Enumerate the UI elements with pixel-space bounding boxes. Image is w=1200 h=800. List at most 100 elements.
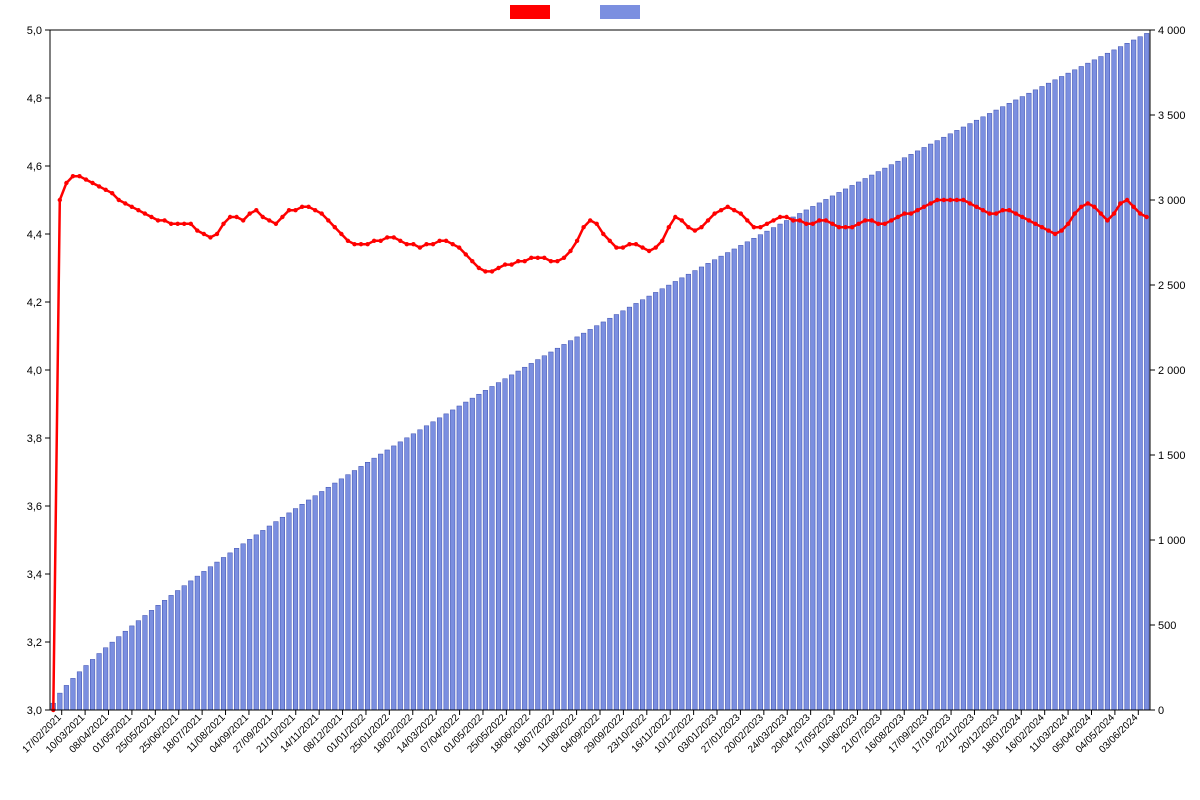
bar <box>339 479 344 710</box>
line-marker <box>208 235 212 239</box>
line-marker <box>536 256 540 260</box>
bar <box>188 581 193 710</box>
bar <box>1013 100 1018 710</box>
line-marker <box>267 218 271 222</box>
line-marker <box>280 215 284 219</box>
line-marker <box>287 208 291 212</box>
bar <box>424 426 429 710</box>
bar <box>922 147 927 710</box>
line-marker <box>889 218 893 222</box>
line-marker <box>1131 205 1135 209</box>
bar <box>640 300 645 710</box>
line-marker <box>1112 211 1116 215</box>
line-marker <box>470 259 474 263</box>
line-marker <box>784 215 788 219</box>
bar <box>411 434 416 710</box>
bar <box>1079 66 1084 710</box>
line-marker <box>437 239 441 243</box>
line-marker <box>961 198 965 202</box>
line-marker <box>660 239 664 243</box>
line-marker <box>496 266 500 270</box>
line-marker <box>968 201 972 205</box>
line-marker <box>778 215 782 219</box>
line-marker <box>601 232 605 236</box>
left-axis-label: 4,8 <box>27 93 42 105</box>
line-marker <box>339 232 343 236</box>
bar <box>856 182 861 710</box>
bar <box>811 206 816 710</box>
line-marker <box>1033 222 1037 226</box>
bar <box>71 678 76 710</box>
bar <box>247 539 252 710</box>
bar <box>797 213 802 710</box>
line-marker <box>202 232 206 236</box>
right-axis-label: 2 000 <box>1158 365 1186 377</box>
bar <box>732 249 737 710</box>
bar <box>1000 107 1005 710</box>
left-axis-label: 3,4 <box>27 569 42 581</box>
bar <box>869 175 874 710</box>
bar <box>745 242 750 710</box>
bar <box>935 141 940 710</box>
line-marker <box>234 215 238 219</box>
line-marker <box>228 215 232 219</box>
bar <box>195 576 200 710</box>
line-marker <box>863 218 867 222</box>
right-axis-label: 500 <box>1158 620 1176 632</box>
line-marker <box>365 242 369 246</box>
bar <box>372 458 377 710</box>
line-marker <box>1099 211 1103 215</box>
line-marker <box>568 249 572 253</box>
line-marker <box>1145 215 1149 219</box>
bar <box>621 311 626 710</box>
line-marker <box>156 218 160 222</box>
left-axis-label: 4,2 <box>27 297 42 309</box>
line-marker <box>176 222 180 226</box>
line-marker <box>811 222 815 226</box>
bar <box>306 500 311 710</box>
bar <box>182 586 187 710</box>
line-marker <box>182 222 186 226</box>
bar <box>830 196 835 710</box>
line-marker <box>922 205 926 209</box>
line-marker <box>830 222 834 226</box>
chart-svg: 3,03,23,43,63,84,04,24,44,64,85,005001 0… <box>0 0 1200 800</box>
line-marker <box>634 242 638 246</box>
bar <box>941 137 946 710</box>
line-marker <box>293 208 297 212</box>
right-axis-label: 0 <box>1158 705 1164 717</box>
bar <box>542 356 547 710</box>
line-marker <box>490 269 494 273</box>
line-marker <box>117 198 121 202</box>
bar <box>398 442 403 710</box>
bar <box>968 124 973 710</box>
line-marker <box>516 259 520 263</box>
line-marker <box>654 245 658 249</box>
bar <box>902 158 907 710</box>
bar <box>824 199 829 710</box>
bar <box>175 591 180 710</box>
left-axis-label: 3,2 <box>27 637 42 649</box>
line-marker <box>824 218 828 222</box>
bar <box>529 363 534 710</box>
bar <box>660 289 665 710</box>
line-marker <box>1040 225 1044 229</box>
line-marker <box>509 262 513 266</box>
bar <box>1131 40 1136 710</box>
line-marker <box>261 215 265 219</box>
line-marker <box>424 242 428 246</box>
bar <box>352 471 357 710</box>
line-marker <box>503 262 507 266</box>
line-marker <box>477 266 481 270</box>
line-marker <box>149 215 153 219</box>
bar <box>738 245 743 710</box>
line-marker <box>974 205 978 209</box>
bar <box>863 178 868 710</box>
bar <box>77 672 82 710</box>
line-marker <box>523 259 527 263</box>
line-marker <box>1001 208 1005 212</box>
line-marker <box>562 256 566 260</box>
bar <box>64 685 69 710</box>
bar <box>221 557 226 710</box>
bar <box>889 165 894 710</box>
